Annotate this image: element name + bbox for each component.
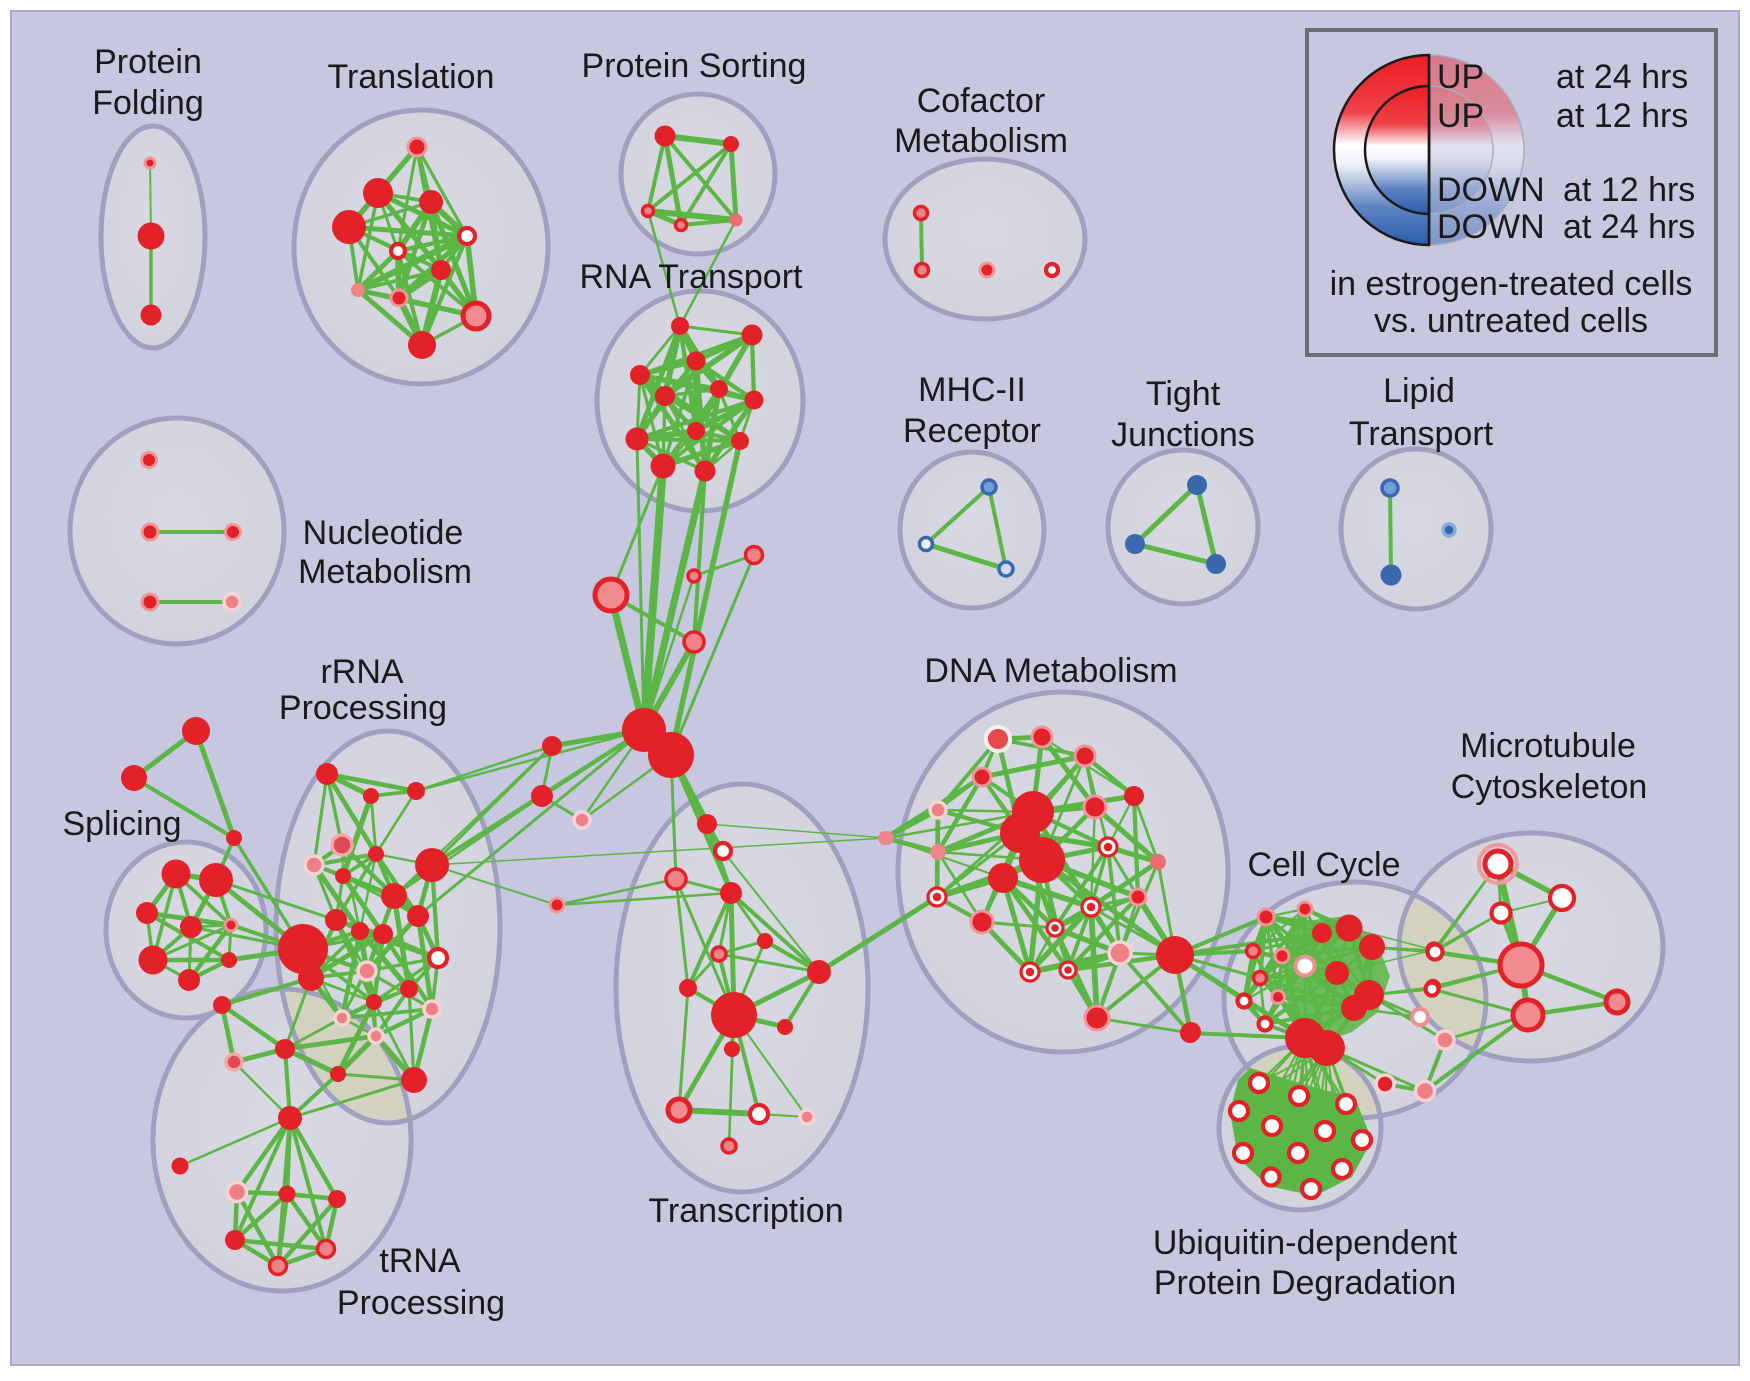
svg-text:Nucleotide: Nucleotide bbox=[303, 514, 464, 552]
svg-text:Processing: Processing bbox=[337, 1284, 505, 1322]
svg-text:Protein Sorting: Protein Sorting bbox=[582, 47, 807, 85]
svg-text:at 24 hrs: at 24 hrs bbox=[1556, 58, 1688, 96]
svg-text:Lipid: Lipid bbox=[1383, 372, 1455, 410]
svg-text:UP: UP bbox=[1437, 58, 1484, 96]
svg-text:rRNA: rRNA bbox=[320, 653, 403, 691]
svg-text:tRNA: tRNA bbox=[379, 1242, 461, 1280]
svg-text:Cell Cycle: Cell Cycle bbox=[1247, 846, 1400, 884]
svg-text:in estrogen-treated cells: in estrogen-treated cells bbox=[1330, 265, 1693, 303]
svg-text:Metabolism: Metabolism bbox=[298, 553, 472, 591]
svg-text:Receptor: Receptor bbox=[903, 412, 1041, 450]
svg-text:DOWN: DOWN bbox=[1437, 208, 1545, 246]
svg-text:vs. untreated cells: vs. untreated cells bbox=[1374, 302, 1648, 340]
svg-text:Folding: Folding bbox=[92, 84, 204, 122]
svg-text:Ubiquitin-dependent: Ubiquitin-dependent bbox=[1153, 1224, 1458, 1262]
svg-text:MHC-II: MHC-II bbox=[918, 371, 1026, 409]
svg-text:UP: UP bbox=[1437, 97, 1484, 135]
svg-text:Protein: Protein bbox=[94, 43, 202, 81]
svg-text:at 12 hrs: at 12 hrs bbox=[1563, 171, 1695, 209]
svg-text:Metabolism: Metabolism bbox=[894, 122, 1068, 160]
svg-text:DNA Metabolism: DNA Metabolism bbox=[924, 652, 1177, 690]
svg-text:at 12 hrs: at 12 hrs bbox=[1556, 97, 1688, 135]
svg-text:at 24 hrs: at 24 hrs bbox=[1563, 208, 1695, 246]
svg-text:DOWN: DOWN bbox=[1437, 171, 1545, 209]
svg-text:Transport: Transport bbox=[1349, 415, 1494, 453]
svg-text:Junctions: Junctions bbox=[1111, 416, 1255, 454]
svg-text:Translation: Translation bbox=[328, 58, 495, 96]
svg-text:RNA Transport: RNA Transport bbox=[580, 258, 804, 296]
svg-text:Cytoskeleton: Cytoskeleton bbox=[1451, 768, 1648, 806]
svg-text:Cofactor: Cofactor bbox=[917, 82, 1046, 120]
svg-text:Splicing: Splicing bbox=[62, 805, 181, 843]
svg-text:Processing: Processing bbox=[279, 689, 447, 727]
svg-text:Transcription: Transcription bbox=[648, 1192, 843, 1230]
svg-text:Protein Degradation: Protein Degradation bbox=[1154, 1264, 1456, 1302]
svg-text:Tight: Tight bbox=[1146, 375, 1221, 413]
svg-text:Microtubule: Microtubule bbox=[1460, 727, 1636, 765]
